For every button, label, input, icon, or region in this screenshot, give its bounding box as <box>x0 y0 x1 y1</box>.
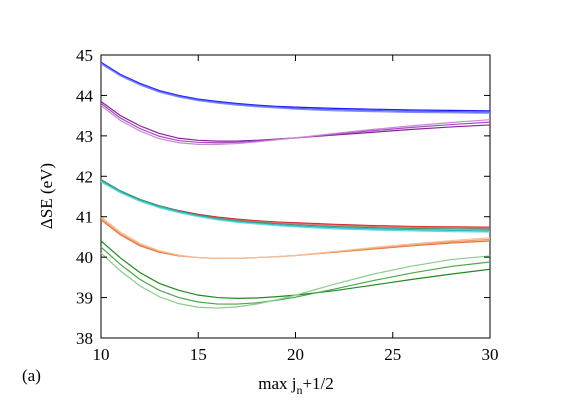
x-tick-label-15: 15 <box>190 345 207 364</box>
series-line-3 <box>100 63 491 114</box>
x-tick-label-30: 30 <box>482 345 499 364</box>
series-line-7 <box>100 179 491 228</box>
x-axis-label-suffix: +1/2 <box>302 374 333 393</box>
series-line-2 <box>100 62 491 113</box>
y-axis-label: ΔSE (eV) <box>37 163 56 229</box>
series-line-17 <box>100 252 491 309</box>
y-tick-label-43: 43 <box>76 127 93 146</box>
panel-label: (a) <box>22 366 41 385</box>
series-line-8 <box>100 180 491 229</box>
x-tick-label-20: 20 <box>287 345 304 364</box>
plot-area <box>100 54 491 339</box>
x-tick-label-10: 10 <box>93 345 110 364</box>
series-line-1 <box>100 61 491 112</box>
series-line-14 <box>100 216 491 259</box>
x-tick-label-25: 25 <box>384 345 401 364</box>
y-tick-label-40: 40 <box>76 248 93 267</box>
series-line-15 <box>100 240 491 299</box>
series-line-11 <box>100 181 491 233</box>
y-tick-label-38: 38 <box>76 329 93 348</box>
y-tick-label-45: 45 <box>76 46 93 65</box>
y-tick-labels: 38 39 40 41 42 43 44 45 <box>76 46 94 348</box>
series-line-10 <box>100 180 491 232</box>
series-line-5 <box>100 103 491 144</box>
y-tick-label-44: 44 <box>76 86 94 105</box>
tick-marks <box>100 54 491 339</box>
series-line-16 <box>100 246 491 305</box>
series-line-6 <box>100 105 491 145</box>
series-line-9 <box>100 179 491 230</box>
x-axis-label-subscript: n <box>296 383 302 397</box>
series-group <box>100 61 491 309</box>
y-tick-label-39: 39 <box>76 289 93 308</box>
x-axis-label: max jn+1/2 <box>258 374 334 397</box>
series-line-4 <box>100 101 491 142</box>
y-tick-label-42: 42 <box>76 167 93 186</box>
x-axis-label-prefix: max j <box>258 374 296 393</box>
x-tick-labels: 10 15 20 25 30 <box>93 345 499 364</box>
y-tick-label-41: 41 <box>76 208 93 227</box>
